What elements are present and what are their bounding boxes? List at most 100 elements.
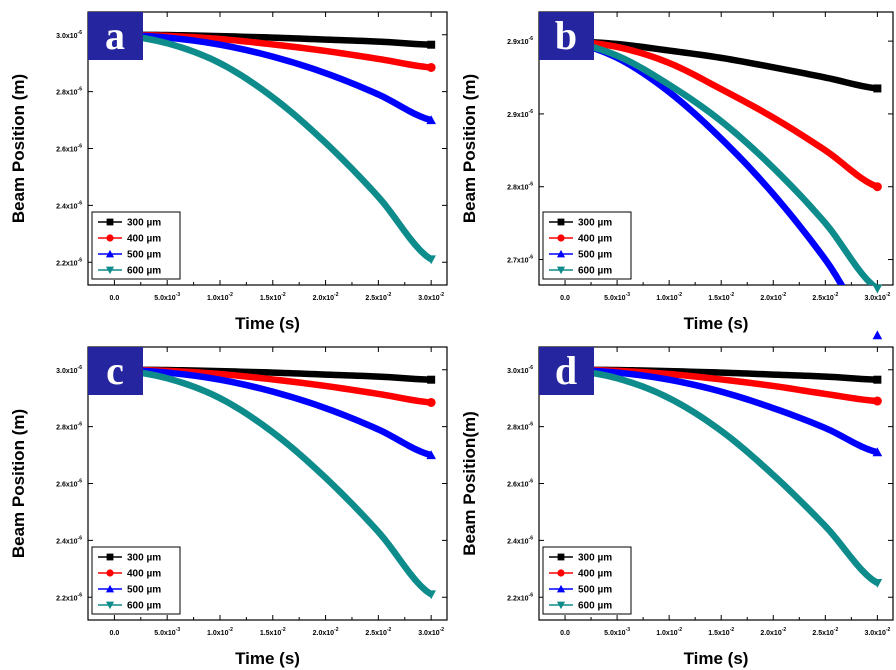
- series-end-marker: [872, 330, 883, 340]
- series-line-3: [114, 366, 434, 598]
- panel-label-badge: [88, 347, 143, 395]
- x-tick-label: 1.0x10-2: [656, 292, 682, 302]
- y-tick-label: 2.6x10-6: [507, 479, 533, 489]
- chart-panel-b: 0.0 5.0x10-3 1.0x10-2 1.5x10-2 2.0x10-2 2.5x1…: [460, 11, 894, 340]
- y-tick-label: 2.7x10-6: [507, 255, 533, 265]
- x-tick-label: 2.0x10-2: [313, 627, 339, 637]
- legend-label: 300 µm: [127, 553, 161, 564]
- x-tick-label: 1.0x10-2: [656, 627, 682, 637]
- panel-label: c: [88, 347, 143, 395]
- legend: 300 µm 400 µm 500 µm 600 µm: [91, 546, 181, 615]
- chart-panel-a: 0.0 5.0x10-3 1.0x10-2 1.5x10-2 2.0x10-2 2.5x1…: [9, 11, 448, 333]
- x-tick-label: 1.5x10-2: [708, 292, 734, 302]
- x-tick-label: 0.0: [110, 295, 120, 302]
- legend-label: 500 µm: [127, 250, 161, 261]
- series-end-marker: [872, 182, 882, 192]
- x-tick-label: 3.0x10-2: [864, 627, 890, 637]
- legend-label: 400 µm: [127, 234, 161, 245]
- x-tick-label: 2.0x10-2: [760, 627, 786, 637]
- y-tick-label: 2.4x10-6: [56, 535, 82, 545]
- series-line-3: [114, 31, 434, 263]
- series-end-marker: [873, 84, 882, 93]
- series-end-marker: [426, 397, 436, 407]
- y-tick-label: 2.2x10-6: [507, 592, 533, 602]
- x-tick-label: 2.0x10-2: [313, 292, 339, 302]
- x-axis-title: Time (s): [684, 314, 749, 333]
- x-tick-label: 5.0x10-3: [154, 292, 180, 302]
- x-tick-label: 0.0: [560, 295, 570, 302]
- y-tick-label: 3.0x10-6: [56, 365, 82, 375]
- x-tick-label: 2.5x10-2: [365, 627, 391, 637]
- legend-marker: [106, 553, 114, 561]
- series-end-marker: [873, 375, 882, 384]
- x-tick-label: 5.0x10-3: [154, 627, 180, 637]
- series-line-3: [564, 37, 878, 285]
- x-axis-title: Time (s): [684, 649, 749, 668]
- panel-label: b: [539, 12, 594, 60]
- legend-marker: [106, 569, 114, 577]
- series-end-marker: [426, 255, 436, 265]
- panel-label: d: [539, 347, 594, 395]
- x-tick-label: 5.0x10-3: [604, 292, 630, 302]
- x-tick-label: 1.5x10-2: [260, 627, 286, 637]
- legend-marker: [557, 234, 565, 242]
- series-end-marker: [426, 450, 436, 460]
- legend-marker: [106, 234, 114, 242]
- legend-label: 400 µm: [578, 234, 612, 245]
- legend-label: 500 µm: [127, 585, 161, 596]
- y-tick-label: 2.8x10-6: [56, 422, 82, 432]
- y-tick-label: 3.0x10-6: [56, 30, 82, 40]
- legend-label: 300 µm: [578, 553, 612, 564]
- x-tick-label: 0.0: [110, 630, 120, 637]
- y-tick-label: 2.9x10-6: [507, 36, 533, 46]
- panel-letter: c: [106, 348, 124, 393]
- panel-letter: d: [555, 348, 577, 393]
- x-tick-label: 2.5x10-2: [812, 627, 838, 637]
- series-end-marker: [427, 40, 436, 49]
- series-line-2: [114, 366, 433, 459]
- y-tick-label: 2.4x10-6: [56, 200, 82, 210]
- legend-marker: [556, 584, 566, 593]
- panel-label: a: [88, 12, 143, 60]
- series-line-3: [564, 366, 880, 586]
- series-end-marker: [426, 115, 436, 125]
- x-tick-label: 5.0x10-3: [604, 627, 630, 637]
- legend-label: 400 µm: [578, 569, 612, 580]
- y-tick-label: 2.2x10-6: [56, 257, 82, 267]
- series-end-marker: [427, 375, 436, 384]
- legend-label: 300 µm: [578, 218, 612, 229]
- series-end-marker: [872, 579, 883, 588]
- x-tick-label: 2.0x10-2: [760, 292, 786, 302]
- y-axis-title: Beam Position(m): [460, 411, 479, 556]
- plot-frame: [538, 11, 894, 286]
- y-tick-label: 2.6x10-6: [56, 479, 82, 489]
- legend-label: 600 µm: [578, 601, 612, 612]
- y-tick-label: 3.0x10-6: [507, 365, 533, 375]
- legend: 300 µm 400 µm 500 µm 600 µm: [542, 546, 632, 615]
- legend: 300 µm 400 µm 500 µm 600 µm: [91, 211, 181, 280]
- panel-label-badge: [88, 12, 143, 60]
- chart-panel-c: 0.0 5.0x10-3 1.0x10-2 1.5x10-2 2.0x10-2 2.5x1…: [9, 346, 448, 668]
- legend-label: 300 µm: [127, 218, 161, 229]
- x-tick-label: 3.0x10-2: [864, 292, 890, 302]
- legend-marker: [556, 266, 566, 275]
- legend-label: 600 µm: [127, 601, 161, 612]
- chart-panel-d: 0.0 5.0x10-3 1.0x10-2 1.5x10-2 2.0x10-2 2.5x1…: [460, 346, 894, 668]
- panel-label-badge: [539, 12, 594, 60]
- legend-marker: [105, 266, 115, 275]
- series-end-marker: [426, 590, 436, 600]
- legend-marker: [106, 218, 114, 226]
- series-line-1: [564, 37, 879, 190]
- legend-marker: [557, 569, 565, 577]
- x-axis-title: Time (s): [235, 314, 300, 333]
- y-tick-label: 2.9x10-6: [507, 109, 533, 119]
- series-end-marker: [872, 396, 882, 406]
- series-end-marker: [426, 62, 436, 72]
- legend-marker: [105, 601, 115, 610]
- x-tick-label: 0.0: [560, 630, 570, 637]
- y-tick-label: 2.8x10-6: [507, 182, 533, 192]
- panel-letter: a: [105, 13, 125, 58]
- x-axis-title: Time (s): [235, 649, 300, 668]
- legend-label: 500 µm: [578, 585, 612, 596]
- legend-marker: [557, 218, 565, 226]
